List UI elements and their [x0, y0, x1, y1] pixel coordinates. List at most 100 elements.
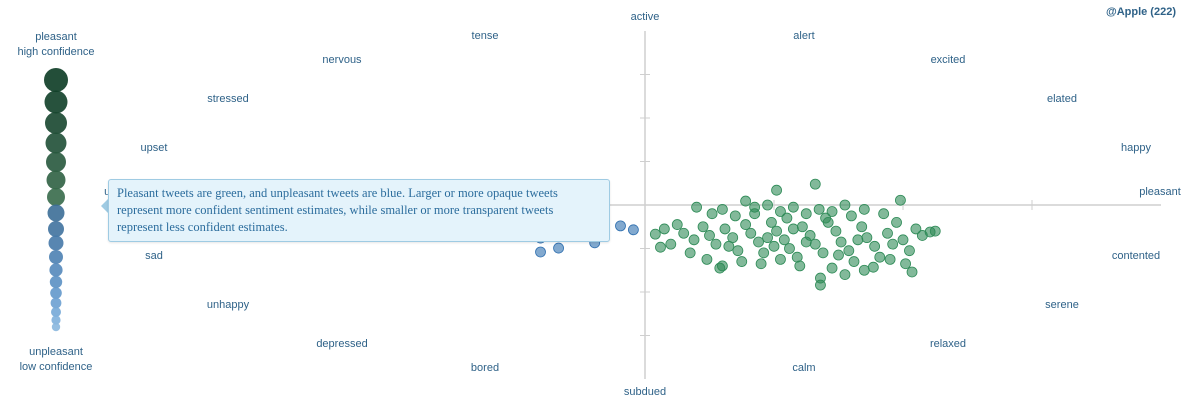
tweet-point	[671, 219, 683, 230]
legend-label: pleasant	[35, 31, 77, 43]
tweet-point	[848, 256, 860, 267]
tweet-point	[781, 212, 793, 224]
tweet-point	[787, 223, 799, 235]
tweet-point	[688, 234, 700, 246]
tweet-point	[665, 238, 677, 250]
tweet-point	[684, 247, 696, 259]
tweet-point	[815, 272, 826, 284]
emotion-label: serene	[1045, 299, 1079, 311]
tweet-point	[740, 219, 752, 230]
tweet-point	[755, 258, 767, 270]
legend-swatch	[45, 112, 67, 134]
emotion-label: alert	[793, 30, 814, 42]
tweet-point	[766, 216, 777, 228]
tweet-point	[809, 238, 821, 250]
emotion-label: active	[631, 11, 660, 23]
legend-label: unpleasant	[29, 346, 83, 358]
emotion-label: nervous	[322, 54, 362, 66]
tweet-point	[762, 232, 773, 244]
legend-swatch	[49, 250, 63, 264]
emotion-label: contented	[1112, 250, 1160, 262]
tweet-point	[839, 269, 851, 281]
emotion-label: sad	[145, 250, 163, 262]
emotion-label: stressed	[207, 93, 249, 105]
tweet-point	[882, 227, 893, 239]
tweet-point	[768, 240, 780, 252]
tweet-point	[736, 256, 748, 267]
tweet-point	[817, 247, 829, 259]
tweet-point	[753, 236, 764, 248]
tweet-point	[655, 241, 666, 253]
tweet-point	[627, 224, 639, 236]
points	[535, 178, 941, 291]
tweet-point	[775, 253, 786, 265]
legend-swatch	[48, 235, 64, 251]
tweet-point	[784, 243, 795, 254]
tweet-point	[858, 203, 870, 215]
emotion-label: depressed	[316, 338, 367, 350]
tweet-point	[800, 208, 812, 220]
tweet-point	[553, 242, 564, 254]
tweet-point	[867, 261, 879, 273]
emotion-label: excited	[931, 54, 966, 66]
tweet-point	[858, 264, 870, 276]
emotion-label: bored	[471, 362, 499, 374]
tweet-point	[904, 245, 915, 257]
tweet-point	[869, 240, 881, 252]
emotion-label: unhappy	[207, 299, 250, 311]
emotion-label: tense	[472, 30, 499, 42]
tweet-point	[745, 227, 757, 239]
legend-swatch	[51, 307, 61, 317]
legend-label: low confidence	[20, 361, 93, 373]
tweet-point	[710, 238, 722, 250]
tweet-point	[678, 227, 690, 239]
legend-swatch	[44, 90, 68, 114]
tweet-point	[878, 208, 890, 220]
tweet-point	[891, 216, 902, 228]
tweet-point	[916, 230, 928, 241]
tweet-point	[895, 194, 906, 206]
tweet-point	[719, 223, 731, 235]
tweet-point	[794, 260, 806, 272]
tweet-point	[787, 201, 799, 213]
emotion-label: pleasant	[1139, 186, 1181, 198]
tweet-point	[775, 206, 786, 217]
tooltip-arrow	[101, 199, 108, 213]
tweet-point	[658, 223, 670, 235]
tweet-point	[691, 201, 702, 213]
emotion-label: elated	[1047, 93, 1077, 105]
tweet-point	[839, 199, 851, 211]
tweet-point	[874, 251, 886, 263]
tweet-point	[729, 210, 741, 222]
tweet-point	[771, 184, 782, 196]
tweet-point	[809, 178, 821, 190]
legend-swatch	[51, 315, 61, 325]
tweet-point	[897, 234, 909, 246]
emotion-label: subdued	[624, 386, 666, 398]
tweet-point	[535, 246, 546, 258]
legend-swatch	[44, 68, 68, 92]
legend-swatch	[47, 188, 65, 206]
tweet-point	[835, 236, 847, 248]
legend-swatch	[48, 221, 64, 237]
tweet-point	[615, 220, 626, 232]
tweet-point	[717, 260, 728, 272]
emotion-label: calm	[792, 362, 815, 374]
tweet-point	[697, 221, 709, 233]
emotion-label: upset	[141, 142, 168, 154]
tweet-point	[771, 225, 782, 237]
tweet-point	[778, 234, 790, 246]
tweet-point	[833, 249, 844, 261]
tweet-point	[826, 262, 838, 274]
tweet-point	[749, 208, 761, 220]
legend-swatch	[49, 275, 63, 289]
legend-swatch	[46, 170, 66, 190]
tweet-point	[717, 203, 728, 215]
legend-swatch	[50, 297, 62, 309]
tweet-point	[796, 221, 808, 233]
tweet-point	[906, 266, 918, 278]
tweet-point	[861, 232, 873, 244]
tweet-point	[740, 195, 752, 207]
emotion-label: happy	[1121, 142, 1151, 154]
